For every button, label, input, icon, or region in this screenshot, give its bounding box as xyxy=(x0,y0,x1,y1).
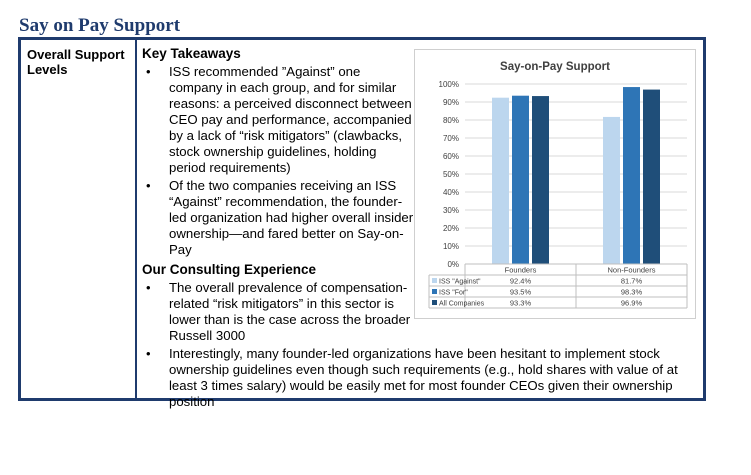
bullet-icon: • xyxy=(146,280,151,295)
data-value-label: 93.3% xyxy=(510,299,532,308)
y-tick-label: 0% xyxy=(447,260,459,269)
content-table: Overall Support Levels Key Takeaways • I… xyxy=(18,37,706,409)
say-on-pay-chart: Say-on-Pay Support 0% 10% 20% 30% 40% 50% 60% 70… xyxy=(414,49,696,319)
y-tick-label: 20% xyxy=(443,224,459,233)
bar xyxy=(532,96,549,264)
experience-heading: Our Consulting Experience xyxy=(142,262,317,277)
chart-title: Say-on-Pay Support xyxy=(500,61,610,73)
bar xyxy=(492,97,509,265)
y-tick-label: 70% xyxy=(443,134,459,143)
y-tick-label: 10% xyxy=(443,242,459,251)
takeaway-text: ISS recommended ”Against” one company in… xyxy=(169,64,412,175)
y-tick-label: 60% xyxy=(443,152,459,161)
y-tick-label: 80% xyxy=(443,116,459,125)
experience-item: • The overall prevalence of compensation… xyxy=(142,280,414,344)
page-title: Say on Pay Support xyxy=(19,15,181,36)
data-value-label: 93.5% xyxy=(510,288,532,297)
experience-text: Interestingly, many founder-led organiza… xyxy=(169,346,678,409)
bullet-icon: • xyxy=(146,178,151,193)
takeaway-item: • ISS recommended ”Against” one company … xyxy=(142,64,414,176)
chart-svg: Say-on-Pay Support 0% 10% 20% 30% 40% 50% 60% 70… xyxy=(428,61,688,309)
legend-swatch xyxy=(432,300,437,305)
y-tick-label: 90% xyxy=(443,98,459,107)
bar xyxy=(512,95,529,264)
y-tick-label: 30% xyxy=(443,206,459,215)
experience-item: • Interestingly, many founder-led organi… xyxy=(142,346,709,410)
data-value-label: 81.7% xyxy=(621,277,643,286)
content-cell: Key Takeaways • ISS recommended ”Against… xyxy=(142,46,702,410)
takeaways-heading: Key Takeaways xyxy=(142,46,241,61)
x-category-label: Non-Founders xyxy=(608,266,656,275)
column-divider xyxy=(135,40,137,398)
row-label: Overall Support Levels xyxy=(27,47,125,77)
legend-label: All Companies xyxy=(439,301,485,308)
bullet-icon: • xyxy=(146,64,151,79)
bar xyxy=(603,116,620,264)
takeaway-text: Of the two companies receiving an ISS “A… xyxy=(169,178,414,257)
y-tick-label: 50% xyxy=(443,170,459,179)
legend-label: ISS "Against" xyxy=(439,279,481,286)
takeaway-item: • Of the two companies receiving an ISS … xyxy=(142,178,414,258)
data-value-label: 98.3% xyxy=(621,288,643,297)
experience-text: The overall prevalence of compensation-r… xyxy=(169,280,411,343)
y-tick-label: 100% xyxy=(439,80,459,89)
legend-label: ISS "For" xyxy=(439,290,468,297)
legend-swatch xyxy=(432,278,437,283)
data-value-label: 96.9% xyxy=(621,299,643,308)
data-value-label: 92.4% xyxy=(510,277,532,286)
y-tick-label: 40% xyxy=(443,188,459,197)
x-category-label: Founders xyxy=(505,266,537,275)
legend-swatch xyxy=(432,289,437,294)
bullet-icon: • xyxy=(146,346,151,361)
bar xyxy=(623,87,640,264)
bar xyxy=(643,89,660,264)
